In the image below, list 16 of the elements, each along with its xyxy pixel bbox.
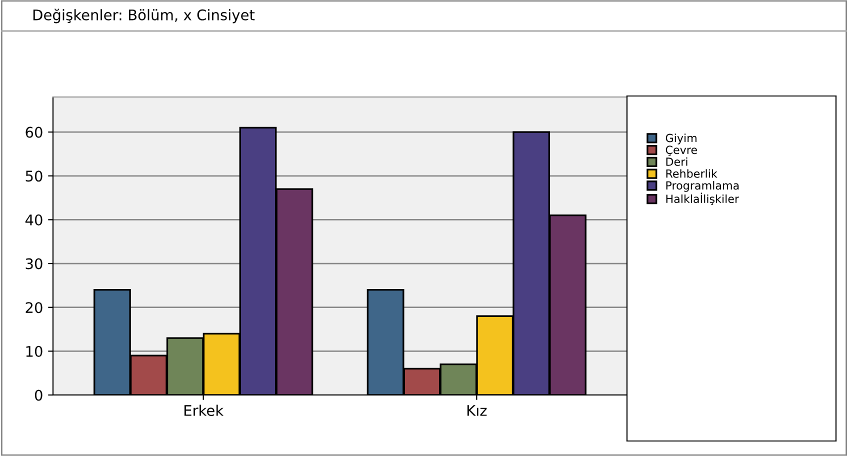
legend-label: Giyim: [666, 134, 696, 144]
legend-label: Deri: [666, 157, 688, 166]
chart-title: Değişkenler: Bölüm, x Cinsiyet: [33, 8, 255, 24]
x-tick-label: Erkek: [184, 404, 224, 416]
y-tick-label: 50: [26, 170, 42, 182]
x-tick-label: Kız: [467, 405, 487, 416]
y-tick-label: 0: [34, 390, 42, 401]
y-tick-label: 40: [25, 214, 42, 226]
y-tick-label: 10: [26, 346, 42, 357]
y-tick-label: 20: [26, 302, 42, 314]
y-tick-label: 60: [26, 126, 42, 138]
legend-label: Programlama: [666, 181, 739, 192]
legend-label: Halklaİlişkiler: [666, 192, 740, 206]
y-tick-label: 30: [26, 258, 42, 270]
legend-label: Rehberlik: [666, 169, 718, 178]
legend-label: Çevre: [666, 146, 697, 156]
